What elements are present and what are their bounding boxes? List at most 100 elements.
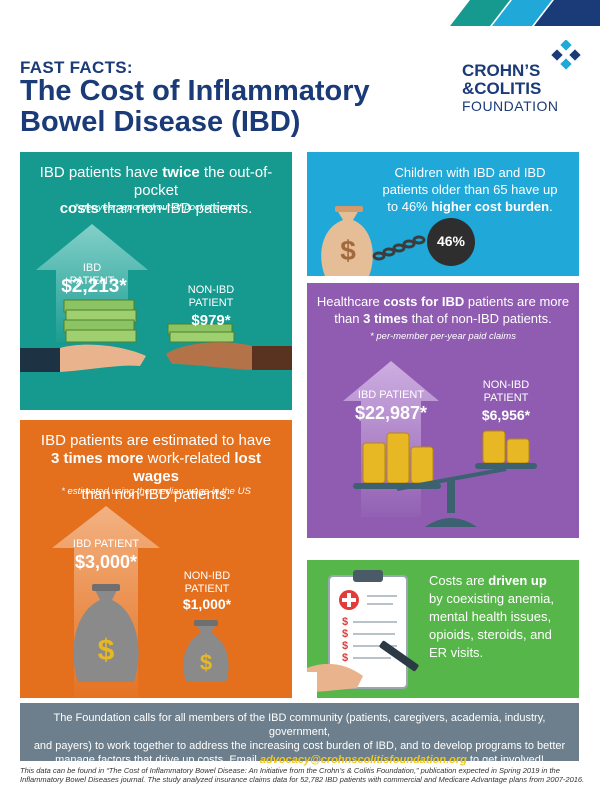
cost-drivers-text: Costs are driven up by coexisting anemia… [429,572,575,662]
hc-non-ibd-label-1: NON-IBD [482,379,530,391]
footer-text-4: to get involved! [466,754,544,766]
foundation-logo[interactable]: CROHN’S &COLITIS FOUNDATION [458,40,593,114]
healthcare-headline: Healthcare costs for IBD patients are mo… [313,293,573,327]
svg-text:$: $ [200,650,212,675]
wages-ibd-value: $3,000* [74,552,138,572]
lost-wages-note: * estimated using the median wage in the… [61,486,251,497]
coin-stacks-large-icon [362,432,434,484]
wages-line-2-bold-2: lost wages [133,450,262,485]
healthcare-line-2-bold: 3 times [363,311,408,326]
pen-icon [379,640,419,672]
hand-left-icon [20,344,146,372]
money-bag-large-icon: $ [73,584,139,682]
logo-text-foundation: FOUNDATION [462,98,559,114]
wages-non-ibd-value: $1,000* [182,596,232,612]
healthcare-line-1-post: patients are more [464,294,570,309]
clipboard-dollar-mark: $ [341,640,349,652]
ball-and-chain-icon [427,218,475,266]
hc-ibd-label: IBD PATIENT [357,389,425,401]
healthcare-line-1-bold: costs for IBD [383,294,465,309]
chain-icon [372,235,426,261]
footer-text-1: The Foundation calls for all members of … [53,712,546,738]
logo-text-colitis: &COLITIS [462,79,542,98]
lost-wages-panel: IBD patients are estimated to have 3 tim… [20,420,292,698]
children-line-3-pre: to 46% [387,199,432,214]
footer-text-3: manage factors that drive up costs. Emai… [55,754,260,766]
title-line-1: The Cost of Inflammatory [20,75,370,107]
coin-stacks-small-icon [482,430,530,464]
hand-right-icon [166,342,292,370]
footer-call-to-action: The Foundation calls for all members of … [20,703,579,766]
children-line-3: to 46% higher cost burden. [367,198,573,215]
wages-line-1: IBD patients are estimated to have [40,432,272,449]
drivers-line-4: opioids, steroids, and [429,627,552,642]
eyebrow-fast-facts: FAST FACTS: [20,58,133,77]
drivers-line-2: by coexisting anemia, [429,591,555,606]
money-bags-illustration: $ $ [52,506,229,698]
hc-non-ibd-value: $6,956* [481,407,531,423]
wages-ibd-label: IBD PATIENT [72,538,140,550]
out-of-pocket-illustration [20,224,292,372]
wages-line-2: 3 times more work-related lost wages [26,450,286,486]
wages-non-ibd-label: NON-IBD PATIENT [172,570,242,596]
oop-non-ibd-label: NON-IBD PATIENT [176,284,246,310]
wages-non-ibd-label-1: NON-IBD [183,570,231,582]
clipboard-illustration [307,570,419,698]
advocacy-email-link[interactable]: advocacy@crohnscolitisfoundation.org [259,754,467,766]
hc-ibd-value: $22,987* [354,403,428,423]
children-cost-panel: $ Children with IBD and IBD patients old… [307,152,579,276]
healthcare-line-1-pre: Healthcare [316,294,384,309]
cost-drivers-panel: $ $ $ $ Costs are driven up by coexistin… [307,560,579,698]
oop-text-1: IBD patients have [39,164,163,181]
healthcare-line-2-post: that of non-IBD patients. [407,311,552,326]
healthcare-line-1: Healthcare costs for IBD patients are mo… [313,293,573,310]
svg-text:$: $ [98,634,115,667]
scale-coins-illustration [343,361,537,527]
drivers-line-1-pre: Costs are [429,573,489,588]
source-line-1: This data can be found in “The Cost of I… [20,766,560,775]
oop-ibd-value: $2,213* [61,276,127,297]
balance-scale-icon [353,463,537,527]
logo-text-crohns: CROHN’S [462,61,541,80]
oop-text-3: than non-IBD patients. [98,200,253,217]
page-title: The Cost of Inflammatory Bowel Disease (… [20,76,370,138]
drivers-line-1: Costs are driven up [429,572,575,590]
out-of-pocket-panel: IBD patients have twice the out-of-pocke… [20,152,292,410]
healthcare-line-2-pre: than [334,311,364,326]
money-bag-ball-chain-illustration: $ [321,206,475,276]
svg-text:$: $ [340,235,356,266]
lost-wages-headline: IBD patients are estimated to have 3 tim… [26,432,286,504]
wages-line-3: than non-IBD patients. [81,486,231,503]
children-line-1: Children with IBD and IBD [394,165,546,180]
ball-value-46-percent: 46% [436,233,466,249]
title-line-2: Bowel Disease (IBD) [20,106,301,138]
logo-star-icon [551,40,581,70]
footer-text-2: and payers) to work together to address … [33,740,566,752]
oop-ibd-label: IBD PATIENT [69,262,115,287]
oop-text-costs: costs [59,200,99,217]
healthcare-cost-panel: Healthcare costs for IBD patients are mo… [307,283,579,538]
out-of-pocket-note: * per-year reported out-of-pocket costs [74,202,238,213]
oop-non-ibd-value: $979* [191,312,231,329]
healthcare-note: * per-member per-year paid claims [370,331,516,342]
oop-non-ibd-label-2: PATIENT [188,297,234,309]
money-stack-small-icon [167,323,235,343]
hand-writing-icon [307,663,363,698]
corner-stripe-decoration [450,0,600,26]
hc-non-ibd-label: NON-IBD PATIENT [471,379,541,405]
out-of-pocket-headline: IBD patients have twice the out-of-pocke… [28,164,284,218]
money-bag-small-icon: $ [183,620,229,682]
medical-cross-icon [339,590,359,610]
drivers-line-5: ER visits. [429,645,484,660]
clipboard-dollar-mark: $ [341,628,349,640]
oop-non-ibd-label-1: NON-IBD [187,284,235,296]
drivers-line-3: mental health issues, [429,609,552,624]
source-line-2: Inflammatory Bowel Diseases journal. The… [20,775,585,784]
wages-non-ibd-label-2: PATIENT [184,583,230,595]
clipboard-dollar-mark: $ [341,652,349,664]
hc-non-ibd-label-2: PATIENT [483,392,529,404]
children-headline: Children with IBD and IBD patients older… [367,164,573,215]
footer-text-3-line: manage factors that drive up costs. Emai… [30,753,569,767]
wages-line-2-mid: work-related [143,450,235,467]
oop-text-2: the out-of-pocket [133,164,273,199]
